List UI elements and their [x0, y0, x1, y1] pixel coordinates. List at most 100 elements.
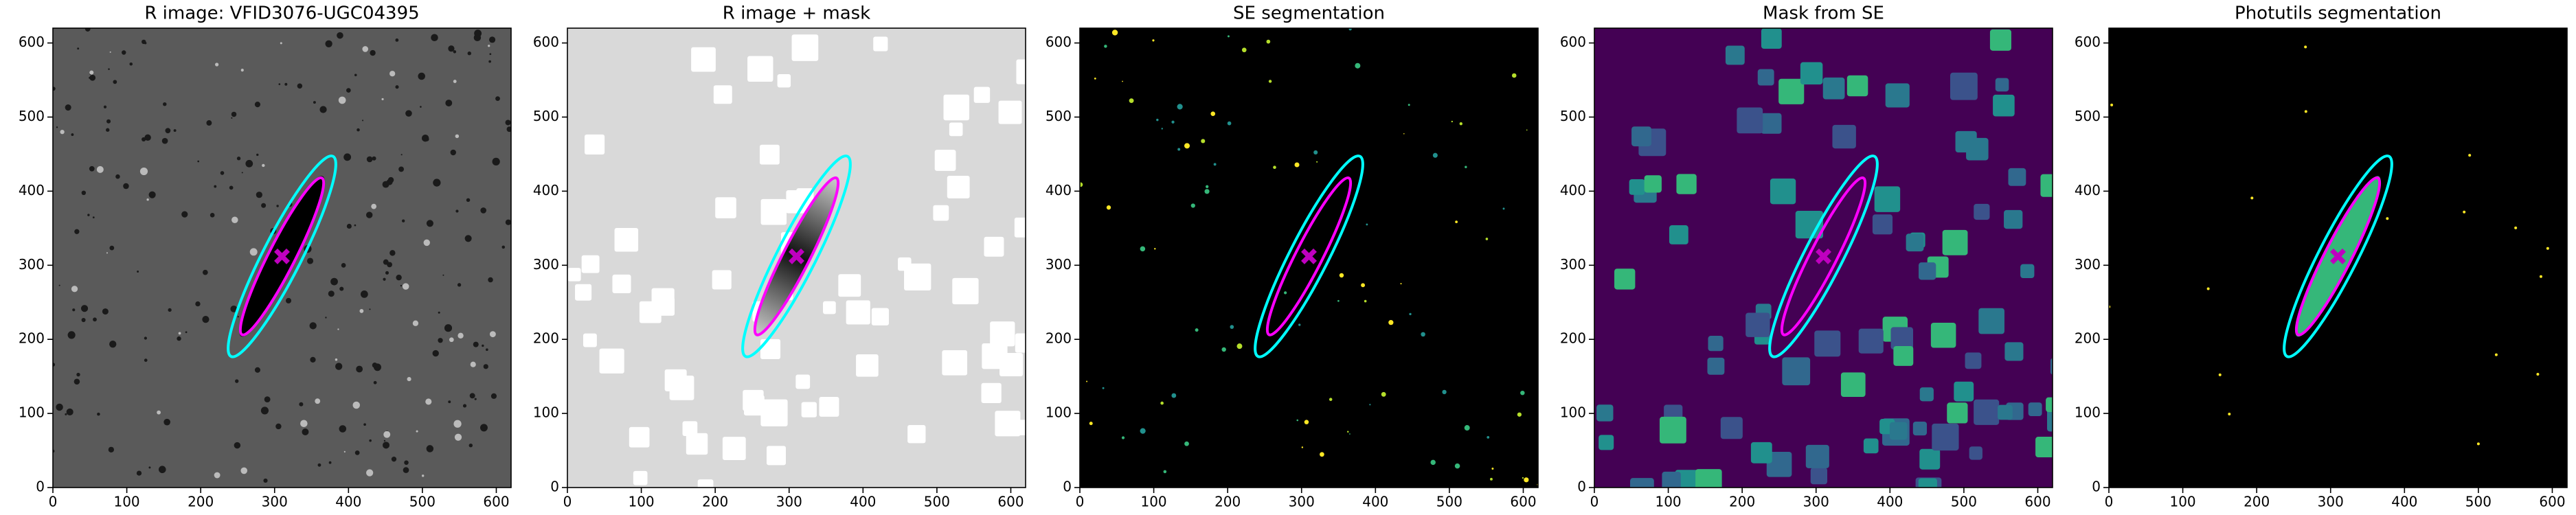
- star: [214, 185, 217, 188]
- segment: [2304, 45, 2307, 49]
- star: [468, 443, 473, 448]
- axes-frame: [1079, 27, 1539, 488]
- mask-square: [1770, 178, 1796, 205]
- star: [144, 134, 151, 141]
- segment: [1163, 470, 1167, 474]
- segment: [1524, 477, 1529, 483]
- panel: [1594, 28, 2053, 488]
- segment: [1206, 185, 1209, 188]
- star: [432, 350, 439, 357]
- segment: [1313, 150, 1318, 154]
- star: [489, 53, 492, 56]
- star: [389, 250, 396, 256]
- x-tick-label: 0: [49, 494, 58, 510]
- mask-square: [1015, 333, 1026, 353]
- star: [382, 442, 390, 449]
- star: [356, 365, 363, 373]
- star: [315, 398, 321, 404]
- segment: [1129, 98, 1134, 104]
- x-tick-label: 600: [1510, 494, 1536, 510]
- star: [387, 176, 394, 183]
- y-tick-label: 400: [1046, 182, 1072, 198]
- segment: [1080, 182, 1083, 187]
- star: [402, 219, 405, 222]
- star: [462, 404, 467, 408]
- star: [489, 331, 496, 338]
- mask-square: [795, 374, 811, 389]
- x-tick-label: 0: [2105, 494, 2114, 510]
- star: [275, 423, 282, 430]
- mask-square: [1614, 268, 1636, 290]
- star: [137, 271, 139, 273]
- segment: [1227, 35, 1230, 38]
- star: [74, 229, 80, 234]
- segment: [1104, 45, 1107, 48]
- star: [240, 69, 244, 72]
- mask-square: [1662, 471, 1681, 488]
- star: [148, 191, 156, 198]
- y-tick-label: 0: [1577, 479, 1586, 495]
- center-marker: [789, 248, 804, 264]
- star: [480, 207, 487, 214]
- star: [492, 157, 500, 166]
- y-tick-label: 500: [1046, 108, 1072, 124]
- star: [365, 211, 373, 218]
- star: [454, 433, 462, 441]
- star: [163, 418, 170, 426]
- mask-square: [1761, 113, 1782, 134]
- mask-square: [1757, 69, 1774, 86]
- star: [383, 439, 386, 442]
- mask-square: [567, 268, 581, 282]
- mask-square: [697, 479, 714, 488]
- x-tick-label: 100: [2169, 494, 2195, 510]
- mask-square: [713, 85, 732, 104]
- star: [261, 203, 267, 208]
- mask-square: [984, 236, 1004, 257]
- aperture-ellipse: [2283, 154, 2393, 358]
- star: [181, 211, 188, 218]
- segment: [1184, 143, 1190, 149]
- star: [455, 209, 459, 213]
- mask-square: [1889, 422, 1908, 440]
- segment: [1485, 238, 1489, 240]
- y-tick-label: 400: [19, 182, 45, 198]
- y-tick-label: 200: [1560, 330, 1586, 347]
- star: [109, 341, 117, 348]
- segment: [2206, 287, 2210, 290]
- star: [185, 331, 188, 334]
- segment: [1294, 162, 1300, 168]
- mask-square: [2028, 402, 2042, 417]
- segment: [1227, 121, 1232, 126]
- segment: [1236, 343, 1243, 350]
- mask-square: [1930, 322, 1956, 348]
- segment: [2386, 217, 2389, 220]
- mask-square: [1965, 352, 1982, 369]
- star: [448, 400, 451, 404]
- star: [416, 430, 418, 433]
- star: [319, 106, 327, 113]
- mask-square: [1893, 345, 1914, 366]
- segment: [1106, 205, 1111, 210]
- panel: [2109, 28, 2567, 488]
- star: [480, 424, 488, 432]
- segment: [1459, 122, 1462, 126]
- star: [330, 277, 338, 286]
- segment: [1301, 446, 1304, 448]
- mask-square: [1631, 126, 1651, 147]
- segment: [2228, 412, 2231, 415]
- star: [81, 318, 86, 323]
- star: [421, 134, 429, 142]
- mask-square: [1669, 225, 1688, 244]
- mask-square: [1947, 402, 1968, 424]
- star: [286, 297, 292, 304]
- star: [97, 412, 100, 416]
- axes-frame: [567, 27, 1026, 488]
- segment: [1454, 463, 1460, 469]
- star: [457, 332, 464, 339]
- star: [473, 341, 479, 347]
- star: [240, 467, 248, 474]
- x-tick-label: 400: [1877, 494, 1903, 510]
- star: [109, 245, 115, 251]
- star: [142, 137, 146, 141]
- star: [357, 128, 360, 132]
